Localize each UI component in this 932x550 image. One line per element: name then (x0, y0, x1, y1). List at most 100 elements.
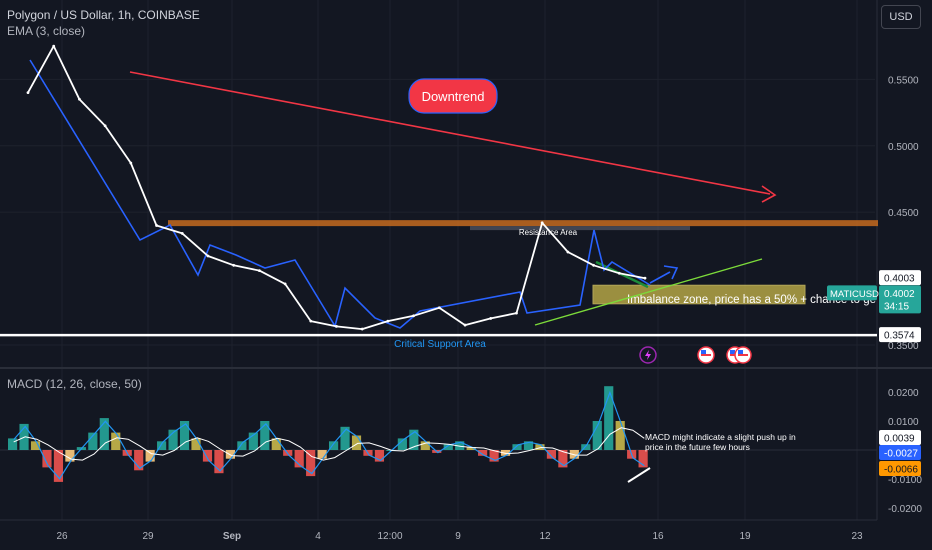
price-point (232, 263, 236, 267)
time-axis-tick: 12 (539, 531, 551, 542)
symbol-price-tag: 0.4002 (884, 289, 915, 300)
macd-histogram-bar (604, 386, 614, 450)
macd-histogram-bar (145, 450, 155, 462)
macd-histogram-bar (581, 444, 591, 450)
price-point (257, 269, 261, 273)
time-axis-tick: 4 (315, 531, 321, 542)
flag-stripe (701, 354, 711, 356)
macd-histogram-bar (65, 450, 75, 462)
flag-canton (701, 350, 706, 354)
projection-arrowhead (663, 265, 679, 280)
price-point (489, 317, 493, 320)
macd-histogram-bar (409, 429, 419, 450)
price-point (335, 325, 338, 328)
macd-histogram-bar (260, 421, 270, 450)
macd-histogram-bar (42, 450, 52, 468)
resistance-shadow (470, 226, 690, 231)
price-point (78, 97, 81, 101)
support-price-tag-bg (879, 327, 921, 343)
macd-value-tag-bg (879, 430, 921, 445)
macd-annotation-mark (627, 467, 651, 483)
macd-indicator-label[interactable]: MACD (12, 26, close, 50) (7, 377, 142, 391)
macd-histogram-bar (351, 435, 362, 450)
macd-histogram-bar (271, 438, 281, 450)
macd-histogram-bar (248, 432, 258, 450)
macd-note-line-2: price in the future few hours (645, 442, 750, 452)
price-axis-tick: 0.3500 (888, 341, 919, 352)
macd-histogram-bar (558, 450, 568, 468)
macd-histogram-bar (317, 450, 327, 459)
macd-axis-tick: -0.0200 (888, 504, 922, 515)
resistance-label: Resistance Area (519, 228, 578, 237)
symbol-tag-bg (827, 285, 877, 301)
macd-value-tag-bg (879, 445, 921, 460)
time-axis-tick: 26 (56, 531, 68, 542)
macd-histogram-bar (329, 441, 339, 450)
flag-canton (738, 350, 743, 354)
projection-arrow (649, 271, 671, 284)
macd-signal-tag: -0.0066 (884, 465, 918, 476)
price-point (617, 271, 621, 275)
macd-histogram-bar (237, 441, 247, 450)
price-point (360, 327, 364, 331)
ema-indicator-label[interactable]: EMA (3, close) (7, 24, 86, 38)
last-price-tag-bg (879, 270, 921, 286)
price-point (437, 306, 441, 310)
imbalance-label: Imbalance zone, price has a 50% + chance… (627, 294, 876, 306)
macd-histogram-bar (489, 450, 499, 462)
price-point (155, 224, 158, 227)
price-point (129, 161, 133, 165)
price-point (206, 254, 210, 258)
macd-histogram-bar (443, 444, 453, 450)
price-point (566, 250, 570, 254)
macd-histogram-bar (546, 450, 556, 459)
macd-note-line-1: MACD might indicate a slight push up in (645, 432, 796, 442)
countdown-tag: 34:15 (884, 301, 909, 312)
macd-histogram-bar (374, 450, 385, 462)
macd-hist-tag: 0.0039 (884, 434, 915, 445)
last-price-tag: 0.4003 (884, 274, 915, 285)
price-axis-tick: 0.4500 (888, 208, 919, 219)
macd-histogram-bar (99, 418, 109, 450)
support-price-tag: 0.3574 (884, 331, 915, 342)
macd-histogram-bar (179, 421, 190, 450)
macd-histogram-bar (523, 441, 534, 450)
macd-histogram-bar (202, 450, 213, 462)
symbol-tag: MATICUSD (830, 289, 879, 300)
price-point (26, 91, 30, 95)
macd-histogram-bar (306, 450, 316, 477)
macd-histogram-bar (88, 432, 98, 450)
time-axis-tick: Sep (223, 531, 241, 542)
macd-histogram-bar (294, 450, 304, 468)
macd-histogram-bar (478, 450, 488, 456)
swing-trend-lines (29, 59, 651, 329)
price-point (540, 221, 544, 225)
macd-line-tag: -0.0027 (884, 449, 918, 460)
time-axis-tick: 29 (142, 531, 154, 542)
macd-histogram-bar (592, 421, 602, 450)
macd-histogram-bar (455, 441, 465, 450)
downtrend-badge[interactable] (408, 78, 498, 114)
time-axis-tick: 12:00 (377, 531, 402, 542)
macd-histogram-bar (397, 438, 407, 450)
macd-axis-tick: -0.0100 (888, 475, 922, 486)
downtrend-arrowhead (761, 185, 777, 203)
macd-histogram-bar (615, 421, 625, 450)
downtrend-arrow-line (129, 71, 771, 195)
macd-histogram-bar (420, 441, 430, 450)
symbol-price-tag-bg (879, 285, 921, 314)
time-axis-tick: 9 (455, 531, 461, 542)
price-point (309, 319, 313, 323)
macd-axis-tick: 0.0200 (888, 388, 919, 399)
flag-stripe (738, 354, 748, 356)
price-point (103, 124, 107, 128)
price-line-series (27, 45, 646, 331)
price-axis-tick: 0.5500 (888, 75, 919, 86)
price-point (463, 323, 467, 327)
resistance-zone (168, 220, 878, 227)
currency-button[interactable]: USD (881, 5, 921, 29)
price-point (52, 44, 56, 48)
support-label: Critical Support Area (394, 339, 486, 350)
